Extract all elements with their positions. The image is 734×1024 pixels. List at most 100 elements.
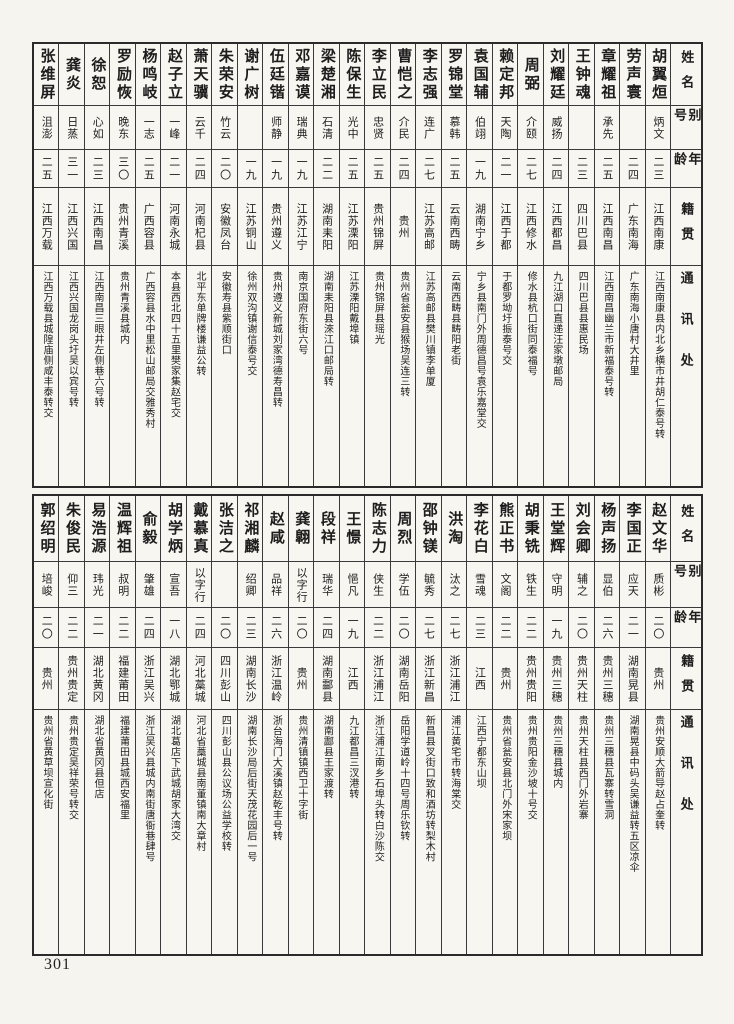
name-cell: 郭绍明 <box>33 496 59 562</box>
age-text: 二六 <box>269 614 282 641</box>
address-cell: 云南西畴县畴阳老街 <box>442 266 466 486</box>
address-cell: 江西南康县内北乡横市井胡仁泰号转 <box>646 266 670 486</box>
entry-column: 邵钟镁 毓秀 二七 浙江新昌 新昌县叉街口致和酒坊转梨木村 <box>416 496 442 954</box>
age-cell: 二二 <box>518 608 543 648</box>
native-text: 贵州青溪 <box>116 202 129 251</box>
address-cell: 贵州贵阳金沙坡十号交 <box>518 710 542 954</box>
name-cell: 梁楚湘 <box>314 44 339 106</box>
age-text: 二四 <box>193 155 206 182</box>
name-text: 邵钟镁 <box>420 501 437 556</box>
entry-column: 谢广树 一九 江苏铜山 徐州双沟镇谢信泰号交 <box>237 44 264 486</box>
entry-column: 王憬 悒凡 一九 江西 九江都昌三汊港转 <box>339 496 366 954</box>
header-cell-address: 通讯处 <box>671 266 701 486</box>
name-cell: 赵咸 <box>263 496 288 562</box>
name-cell: 邵钟镁 <box>416 496 441 562</box>
native-cell: 江苏江宁 <box>288 188 314 266</box>
age-text: 二五 <box>600 155 613 182</box>
address-cell: 岳阳学道岭十四号周乐钦转 <box>391 710 415 954</box>
alias-text: 沮澎 <box>40 115 53 140</box>
age-cell: 三一 <box>59 150 84 188</box>
name-cell: 陈保生 <box>339 44 365 106</box>
name-text: 易浩源 <box>89 501 106 556</box>
address-text: 湖南耒阳县淶江口邮局转 <box>321 271 333 387</box>
address-cell: 浦江黄宅市转海棠交 <box>442 710 466 954</box>
alias-text: 培峻 <box>40 572 53 597</box>
name-text: 周弼 <box>522 56 539 93</box>
name-cell: 周烈 <box>390 496 416 562</box>
address-text: 湖南酃县王家渡转 <box>321 715 333 799</box>
age-cell: 一九 <box>467 150 492 188</box>
address-text: 贵州天柱县西门外岩寨 <box>576 715 588 820</box>
address-cell: 贵州省瓮安县猴场吴连三转 <box>391 266 415 486</box>
age-cell: 二一 <box>84 608 110 648</box>
address-cell: 北平东单牌楼谦益公转 <box>187 266 211 486</box>
age-cell: 一九 <box>263 150 288 188</box>
native-cell: 江西南康 <box>645 188 670 266</box>
address-cell: 浙台海门大溪镇赵乾丰号转 <box>263 710 287 954</box>
native-cell: 江苏铜山 <box>237 188 263 266</box>
age-cell: 二七 <box>518 150 543 188</box>
name-text: 王堂辉 <box>548 501 565 556</box>
entry-column: 杨声扬 显伯 二六 贵州三穗 贵州三穗县瓦寨转雪洞 <box>594 496 621 954</box>
native-cell: 四川彭山 <box>212 648 237 710</box>
address-text: 新昌县叉街口致和酒坊转梨木村 <box>423 715 435 862</box>
age-cell: 二〇 <box>212 150 237 188</box>
age-text: 二一 <box>499 155 511 182</box>
alias-cell: 炳文 <box>645 106 670 150</box>
name-text: 胡翼烜 <box>650 47 667 102</box>
address-text: 九江湖口直递汪家墩邮局 <box>550 271 562 387</box>
alias-text: 一志 <box>142 115 155 140</box>
address-text: 江苏高邮县樊川镇李单厦 <box>423 271 435 387</box>
native-cell: 贵州 <box>492 648 518 710</box>
entry-column: 周弼 介颐 二七 江西修水 修水县杭口街同泰福号 <box>518 44 544 486</box>
native-text: 浙江新昌 <box>422 654 435 703</box>
age-cell: 二五 <box>135 150 161 188</box>
alias-cell: 威扬 <box>543 106 569 150</box>
address-cell: 浙江吴兴县城内南街唐衙巷肆号 <box>136 710 160 954</box>
address-cell: 贵州清镇镇西卫十字街 <box>289 710 313 954</box>
age-text: 二七 <box>448 614 461 641</box>
age-text: 二三 <box>651 155 664 182</box>
address-cell: 修水县杭口街同泰福号 <box>518 266 542 486</box>
address-text: 贵州三穗县瓦寨转雪洞 <box>601 715 613 820</box>
age-text: 二四 <box>397 155 410 182</box>
age-text: 二二 <box>499 614 511 641</box>
age-cell: 二三 <box>237 608 263 648</box>
name-text: 劳声寰 <box>624 47 641 102</box>
name-text: 温辉祖 <box>114 501 131 556</box>
address-cell: 四川巴县县惠民场 <box>569 266 593 486</box>
native-cell: 江西兴国 <box>59 188 84 266</box>
name-text: 刘会卿 <box>573 501 590 556</box>
alias-text: 雪魂 <box>473 572 486 597</box>
alias-text: 心如 <box>91 115 104 140</box>
entry-column: 张维屏 沮澎 二五 江西万载 江西万载县城隍庙侧咸丰泰转交 <box>33 44 60 486</box>
alias-cell: 日蒸 <box>59 106 84 150</box>
address-text: 贵州贵阳金沙坡十号交 <box>525 715 537 820</box>
alias-cell: 学伍 <box>390 562 416 608</box>
native-text: 湖南岳阳 <box>397 654 410 703</box>
entry-column: 胡翼烜炳文二三江西南康 江西南康县内北乡横市井胡仁泰号转 <box>645 44 671 486</box>
entry-column: 曹恺之 介民 二四 贵州 贵州省瓮安县猴场吴连三转 <box>390 44 417 486</box>
address-cell: 江西南昌三眼井左侧巷六号转 <box>85 266 109 486</box>
entry-column: 梁楚湘 石清 二二 湖南耒阳 湖南耒阳县淶江口邮局转 <box>314 44 340 486</box>
header-label-address: 通讯处 <box>678 715 694 838</box>
native-cell: 浙江浦江 <box>365 648 390 710</box>
age-cell: 二五 <box>365 150 390 188</box>
alias-cell: 介民 <box>390 106 416 150</box>
age-text: 二七 <box>524 155 537 182</box>
address-cell: 江苏溧阳戴埠镇 <box>340 266 364 486</box>
alias-text: 应天 <box>626 572 639 597</box>
alias-text: 毓秀 <box>422 572 435 597</box>
address-cell: 浙江浦江南乡石埠头转白沙陈交 <box>365 710 389 954</box>
native-cell: 江苏溧阳 <box>339 188 365 266</box>
native-cell: 湖南耒阳 <box>314 188 339 266</box>
address-cell: 九江都昌三汊港转 <box>340 710 364 954</box>
age-cell: 二〇 <box>33 608 59 648</box>
native-text: 贵州三穗 <box>600 654 613 703</box>
name-cell: 戴慕真 <box>186 496 212 562</box>
name-cell: 王憬 <box>339 496 365 562</box>
name-cell: 龚炎 <box>59 44 84 106</box>
name-cell: 张维屏 <box>33 44 59 106</box>
native-text: 安徽凤台 <box>218 202 231 251</box>
name-cell: 洪淘 <box>441 496 467 562</box>
